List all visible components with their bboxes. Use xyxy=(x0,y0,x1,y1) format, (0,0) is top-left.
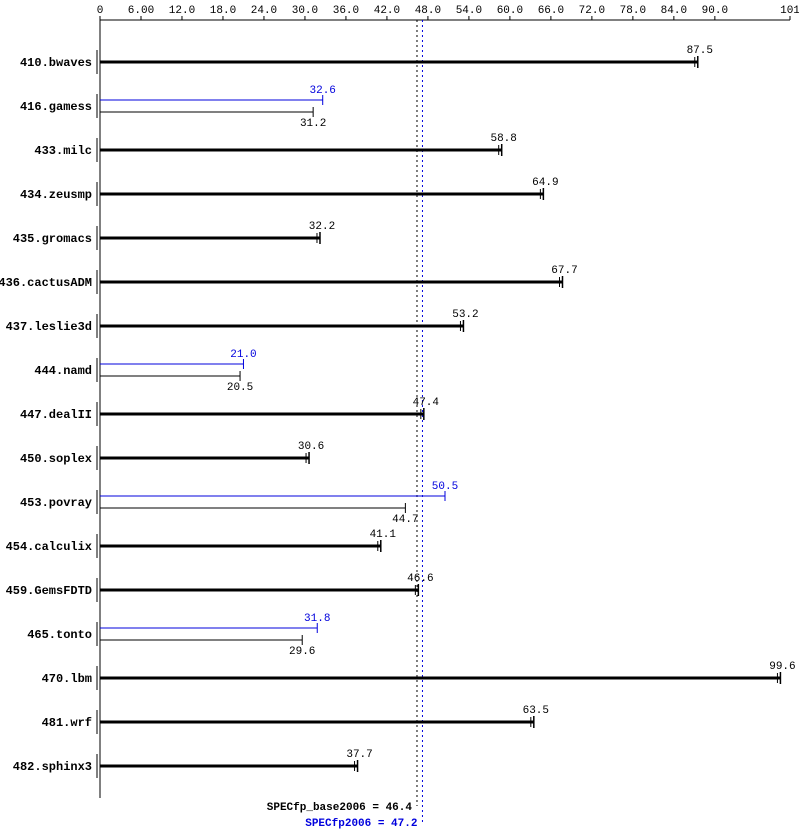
x-tick-label: 36.0 xyxy=(333,5,359,17)
benchmark-label: 447.dealII xyxy=(20,408,92,422)
benchmark-label: 433.milc xyxy=(34,144,92,158)
base-value-label: 31.2 xyxy=(300,118,326,130)
base-value-label: 47.4 xyxy=(413,397,440,409)
x-tick-label: 0 xyxy=(97,5,104,17)
x-tick-label: 60.0 xyxy=(497,5,523,17)
x-tick-label: 84.0 xyxy=(661,5,687,17)
base-value-label: 32.2 xyxy=(309,221,335,233)
benchmark-label: 454.calculix xyxy=(6,540,92,554)
base-value-label: 20.5 xyxy=(227,382,253,394)
peak-value-label: 21.0 xyxy=(230,349,256,361)
base-value-label: 53.2 xyxy=(452,309,478,321)
peak-summary-label: SPECfp2006 = 47.2 xyxy=(305,818,417,830)
x-tick-label: 48.0 xyxy=(415,5,441,17)
base-value-label: 64.9 xyxy=(532,177,558,189)
x-tick-label: 54.0 xyxy=(456,5,482,17)
x-tick-label: 66.0 xyxy=(538,5,564,17)
x-tick-label: 12.0 xyxy=(169,5,195,17)
benchmark-label: 453.povray xyxy=(20,496,92,510)
benchmark-label: 435.gromacs xyxy=(13,232,92,246)
peak-value-label: 32.6 xyxy=(310,85,336,97)
x-tick-label: 72.0 xyxy=(579,5,605,17)
benchmark-label: 410.bwaves xyxy=(20,56,92,70)
base-value-label: 30.6 xyxy=(298,441,324,453)
base-value-label: 29.6 xyxy=(289,646,315,658)
x-tick-label: 90.0 xyxy=(702,5,728,17)
benchmark-label: 459.GemsFDTD xyxy=(6,584,92,598)
x-tick-label: 30.0 xyxy=(292,5,318,17)
base-summary-label: SPECfp_base2006 = 46.4 xyxy=(267,802,413,814)
base-value-label: 46.6 xyxy=(407,573,433,585)
spec-chart: 0 6.00 12.0 18.0 24.0 30.0 36.0 42.0 48.0 54.0 60.… xyxy=(0,0,799,831)
benchmark-label: 444.namd xyxy=(34,364,92,378)
x-tick-label: 18.0 xyxy=(210,5,236,17)
peak-value-label: 50.5 xyxy=(432,481,458,493)
benchmark-label: 450.soplex xyxy=(20,452,92,466)
x-tick-label: 78.0 xyxy=(620,5,646,17)
base-value-label: 37.7 xyxy=(346,749,372,761)
benchmark-label: 436.cactusADM xyxy=(0,276,92,290)
x-tick-label: 24.0 xyxy=(251,5,277,17)
x-tick-label: 42.0 xyxy=(374,5,400,17)
x-tick-label: 101 xyxy=(780,5,799,17)
base-value-label: 63.5 xyxy=(523,705,549,717)
benchmark-label: 482.sphinx3 xyxy=(13,760,92,774)
base-value-label: 99.6 xyxy=(769,661,795,673)
base-value-label: 87.5 xyxy=(687,45,713,57)
base-value-label: 44.7 xyxy=(392,514,418,526)
benchmark-label: 416.gamess xyxy=(20,100,92,114)
base-value-label: 67.7 xyxy=(551,265,577,277)
benchmark-label: 437.leslie3d xyxy=(6,320,92,334)
base-value-label: 58.8 xyxy=(490,133,516,145)
x-tick-label: 6.00 xyxy=(128,5,154,17)
benchmark-label: 434.zeusmp xyxy=(20,188,92,202)
peak-value-label: 31.8 xyxy=(304,613,330,625)
base-value-label: 41.1 xyxy=(370,529,397,541)
benchmark-label: 465.tonto xyxy=(27,628,92,642)
benchmark-label: 481.wrf xyxy=(42,716,92,730)
benchmark-label: 470.lbm xyxy=(42,672,92,686)
